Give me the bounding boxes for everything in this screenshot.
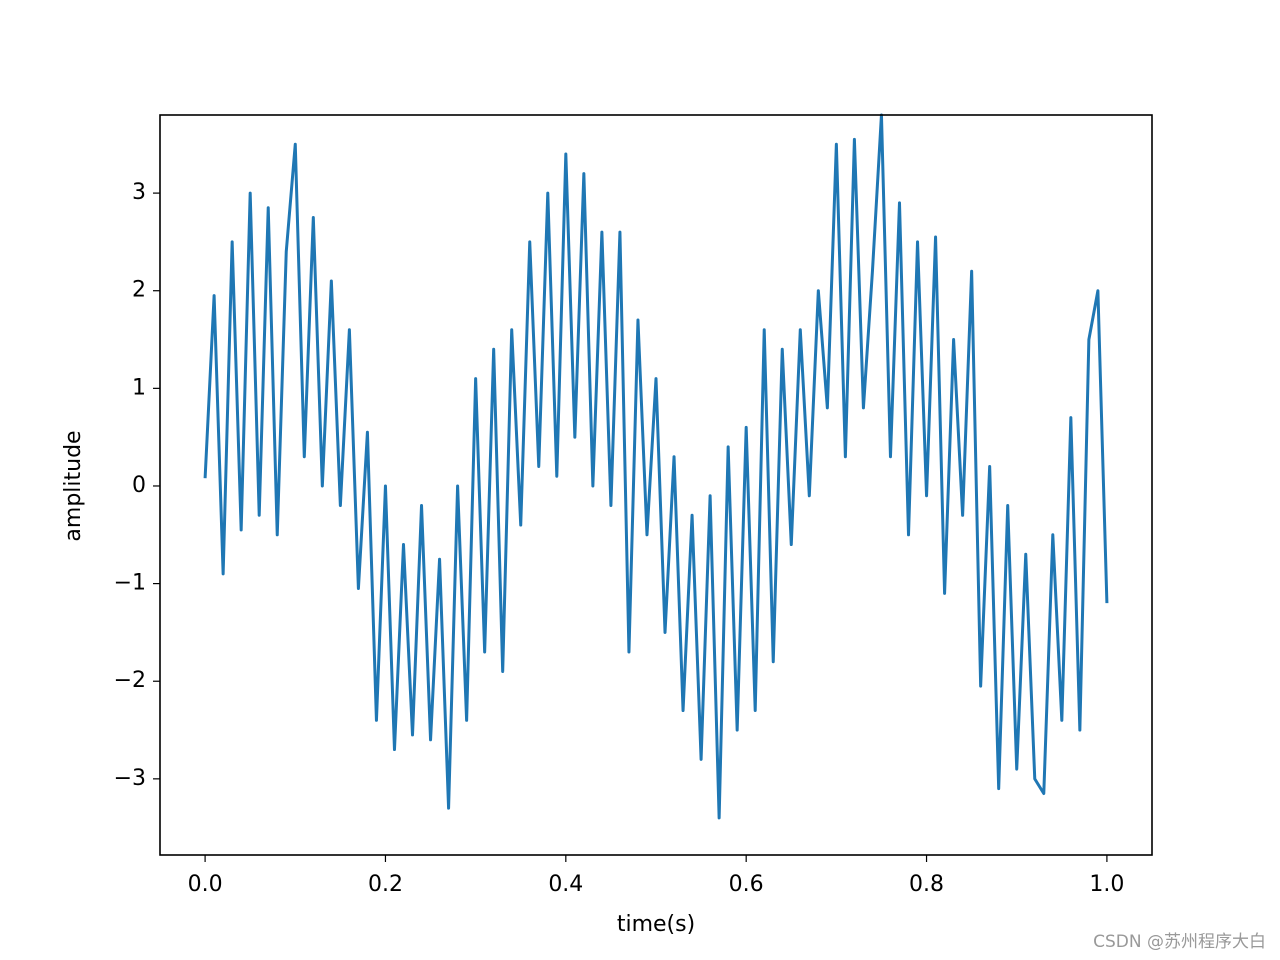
y-tick-label: 2 bbox=[132, 278, 146, 303]
data-line bbox=[203, 113, 1109, 820]
y-tick-label: −3 bbox=[114, 766, 146, 791]
x-tick-label: 0.0 bbox=[188, 872, 223, 897]
y-tick-label: 3 bbox=[132, 180, 146, 205]
axes-frame bbox=[159, 114, 1153, 856]
x-tick-label: 1.0 bbox=[1089, 872, 1124, 897]
x-tick-label: 0.2 bbox=[368, 872, 403, 897]
y-tick-label: 1 bbox=[132, 375, 146, 400]
y-axis-label: amplitude bbox=[61, 430, 86, 541]
watermark: CSDN @苏州程序大白 bbox=[1093, 932, 1266, 952]
x-tick-label: 0.6 bbox=[729, 872, 764, 897]
y-tick-label: −1 bbox=[114, 571, 146, 596]
x-axis-label: time(s) bbox=[617, 912, 695, 937]
x-tick-label: 0.8 bbox=[909, 872, 944, 897]
x-tick-label: 0.4 bbox=[548, 872, 583, 897]
y-tick-label: −2 bbox=[114, 668, 146, 693]
y-tick-label: 0 bbox=[132, 473, 146, 498]
